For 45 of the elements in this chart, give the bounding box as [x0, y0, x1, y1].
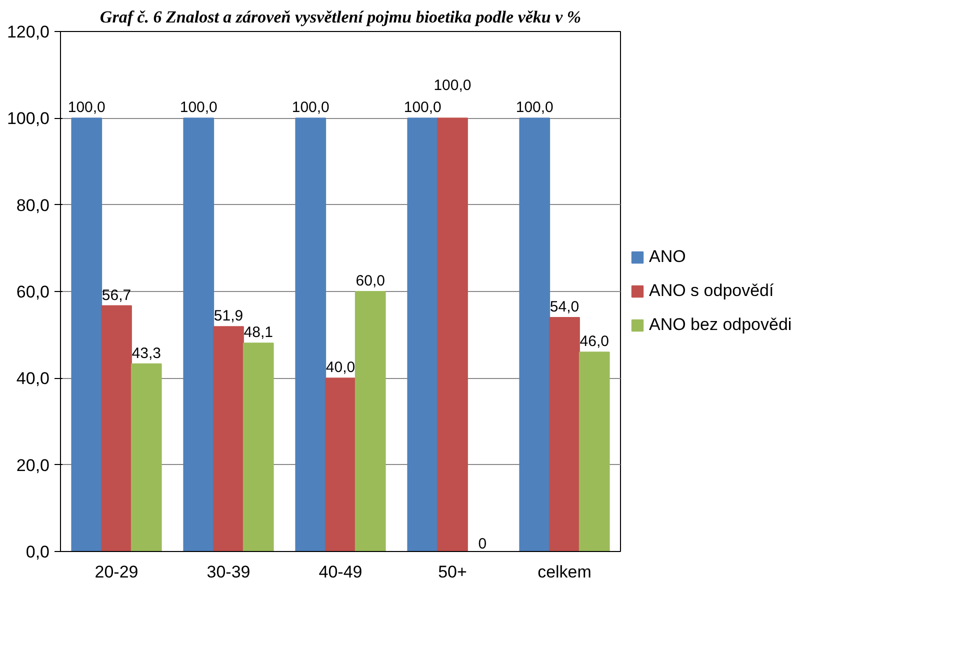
bar: [295, 118, 326, 552]
data-label: 100,0: [516, 99, 554, 116]
bar: [101, 305, 132, 552]
y-tick-label: 120,0: [6, 22, 50, 42]
data-label: 100,0: [180, 99, 218, 116]
data-label: 56,7: [102, 286, 132, 304]
x-tick-label: 50+: [438, 562, 467, 582]
legend-label: ANO: [649, 247, 686, 267]
data-label: 100,0: [68, 99, 106, 116]
bar: [71, 118, 102, 552]
bar: [130, 363, 162, 552]
data-label: 51,9: [214, 308, 244, 325]
data-label: 54,0: [550, 298, 580, 316]
y-tick-label: 60,0: [16, 282, 50, 302]
y-tick-label: 40,0: [16, 369, 50, 388]
bar: [549, 317, 580, 552]
data-label: 100,0: [404, 99, 442, 116]
data-label: 46,0: [580, 333, 609, 350]
x-tick-label: 30-39: [206, 562, 250, 582]
bar: [213, 326, 244, 552]
y-tick-label: 100,0: [6, 109, 50, 128]
bar: [437, 118, 468, 552]
bar: [183, 118, 214, 552]
bar: [578, 352, 610, 552]
bar: [242, 342, 274, 552]
data-label: 100,0: [434, 77, 472, 94]
bar: [325, 378, 356, 552]
x-tick-label: celkem: [538, 562, 592, 582]
x-tick-label: 40-49: [318, 562, 362, 582]
data-label: 100,0: [292, 99, 330, 116]
y-tick-label: 0,0: [26, 542, 50, 562]
bar: [519, 118, 550, 552]
data-label: 60,0: [356, 272, 385, 290]
bar: [354, 291, 386, 552]
y-tick-label: 20,0: [16, 456, 50, 475]
data-label: 40,0: [326, 359, 356, 376]
x-tick-label: 20-29: [94, 562, 138, 582]
data-label: 48,1: [244, 324, 273, 342]
data-label: 0: [478, 536, 487, 552]
data-label: 43,3: [132, 344, 161, 362]
legend-label: ANO s odpovědí: [649, 281, 774, 301]
legend-label: ANO bez odpovědi: [649, 315, 792, 335]
bar: [407, 118, 438, 552]
y-tick-label: 80,0: [16, 196, 50, 215]
chart-title: Graf č. 6 Znalost a zároveň vysvětlení pojmu bioetika podle věku v %: [100, 8, 582, 26]
